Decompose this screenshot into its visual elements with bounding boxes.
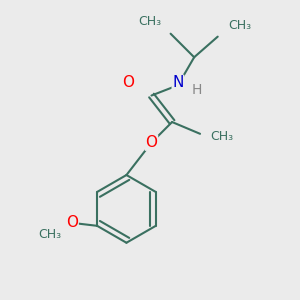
Text: O: O: [122, 75, 134, 90]
Text: CH₃: CH₃: [38, 228, 61, 241]
Text: CH₃: CH₃: [210, 130, 233, 143]
Text: O: O: [66, 215, 78, 230]
Text: H: H: [192, 82, 202, 97]
Text: N: N: [172, 75, 184, 90]
Text: CH₃: CH₃: [139, 15, 162, 28]
Text: O: O: [146, 135, 158, 150]
Text: CH₃: CH₃: [228, 19, 251, 32]
